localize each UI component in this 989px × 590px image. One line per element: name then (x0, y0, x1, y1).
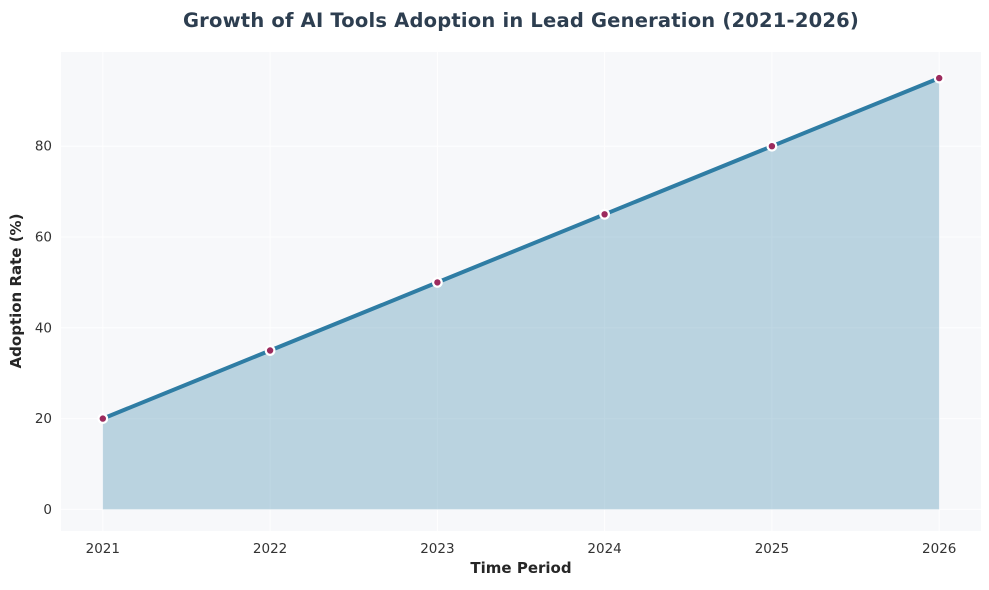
x-axis-label: Time Period (470, 559, 572, 577)
y-tick-label: 80 (35, 139, 52, 155)
y-tick-label: 20 (35, 411, 52, 427)
x-tick-label: 2025 (755, 541, 789, 557)
x-tick-label: 2021 (86, 541, 120, 557)
data-point-2025 (766, 140, 778, 152)
data-point-2026 (933, 72, 945, 84)
chart-title: Growth of AI Tools Adoption in Lead Gene… (182, 9, 860, 32)
data-point-2023 (432, 277, 443, 288)
data-point-2024 (599, 208, 610, 220)
x-tick-label: 2023 (420, 541, 454, 557)
plot-area (61, 52, 981, 531)
trend-line (100, 76, 942, 421)
area-fill (102, 78, 940, 510)
data-point-2021 (97, 413, 109, 425)
y-tick-label: 40 (35, 320, 52, 336)
x-tick-label: 2026 (922, 541, 956, 557)
y-tick-label: 60 (35, 230, 52, 246)
data-point-2022 (264, 345, 276, 356)
x-tick-label: 2022 (253, 541, 287, 557)
y-axis-label: Adoption Rate (%) (7, 213, 25, 369)
y-tick-label: 0 (43, 502, 52, 518)
x-tick-label: 2024 (587, 541, 621, 557)
